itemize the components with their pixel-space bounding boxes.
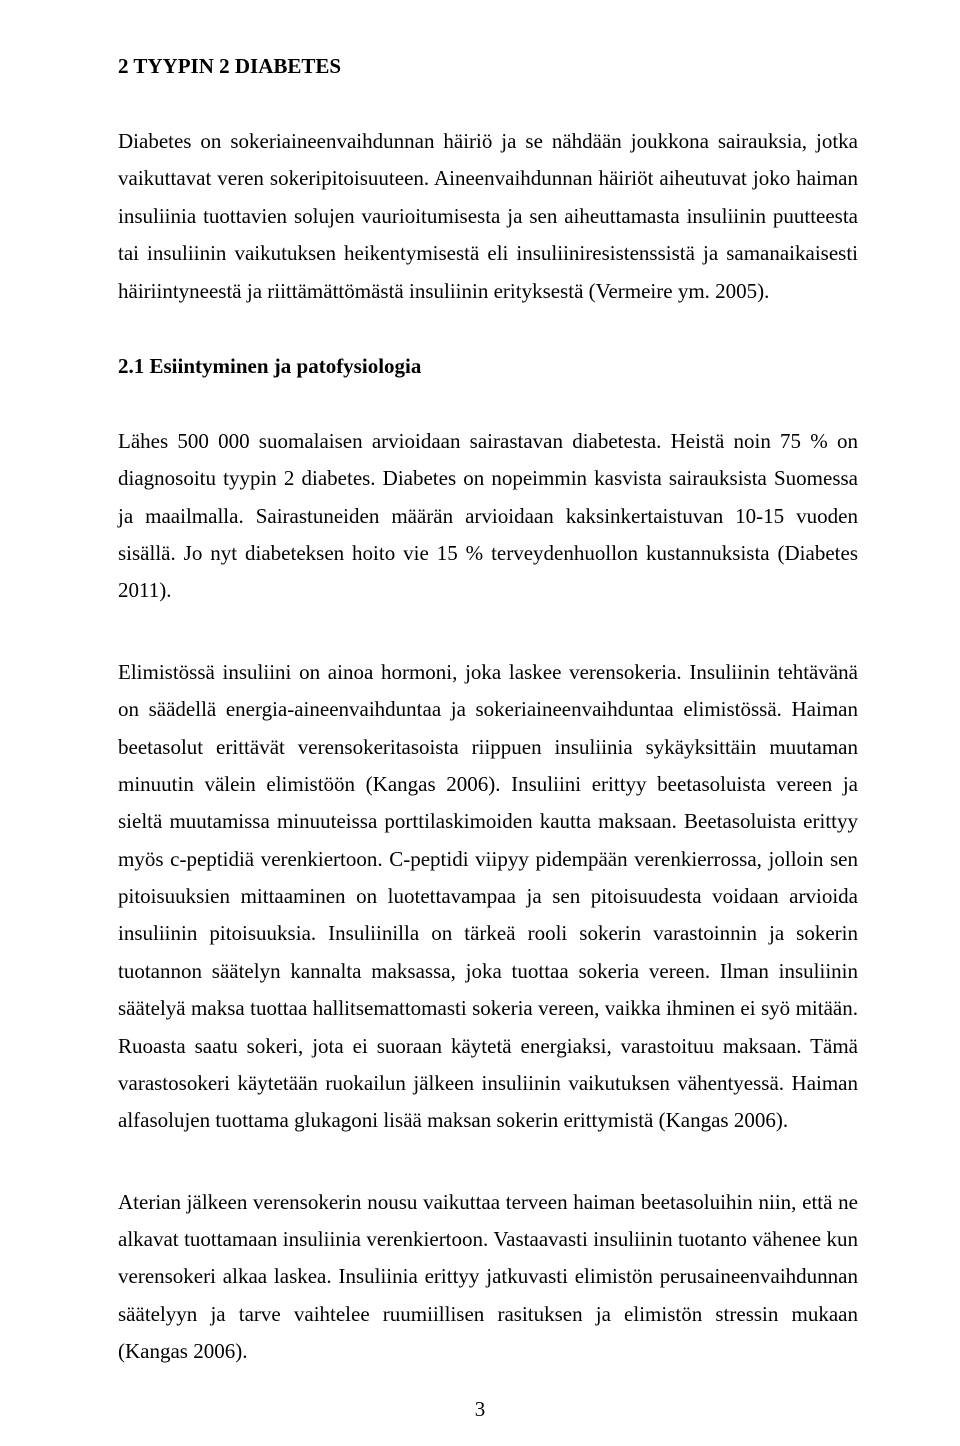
heading-level-2: 2.1 Esiintyminen ja patofysiologia — [118, 354, 858, 379]
paragraph: Elimistössä insuliini on ainoa hormoni, … — [118, 654, 858, 1140]
paragraph: Aterian jälkeen verensokerin nousu vaiku… — [118, 1184, 858, 1371]
paragraph: Diabetes on sokeriaineenvaihdunnan häiri… — [118, 123, 858, 310]
page-number: 3 — [0, 1397, 960, 1422]
document-page: 2 TYYPIN 2 DIABETES Diabetes on sokeriai… — [0, 0, 960, 1446]
paragraph: Lähes 500 000 suomalaisen arvioidaan sai… — [118, 423, 858, 610]
heading-level-1: 2 TYYPIN 2 DIABETES — [118, 54, 858, 79]
